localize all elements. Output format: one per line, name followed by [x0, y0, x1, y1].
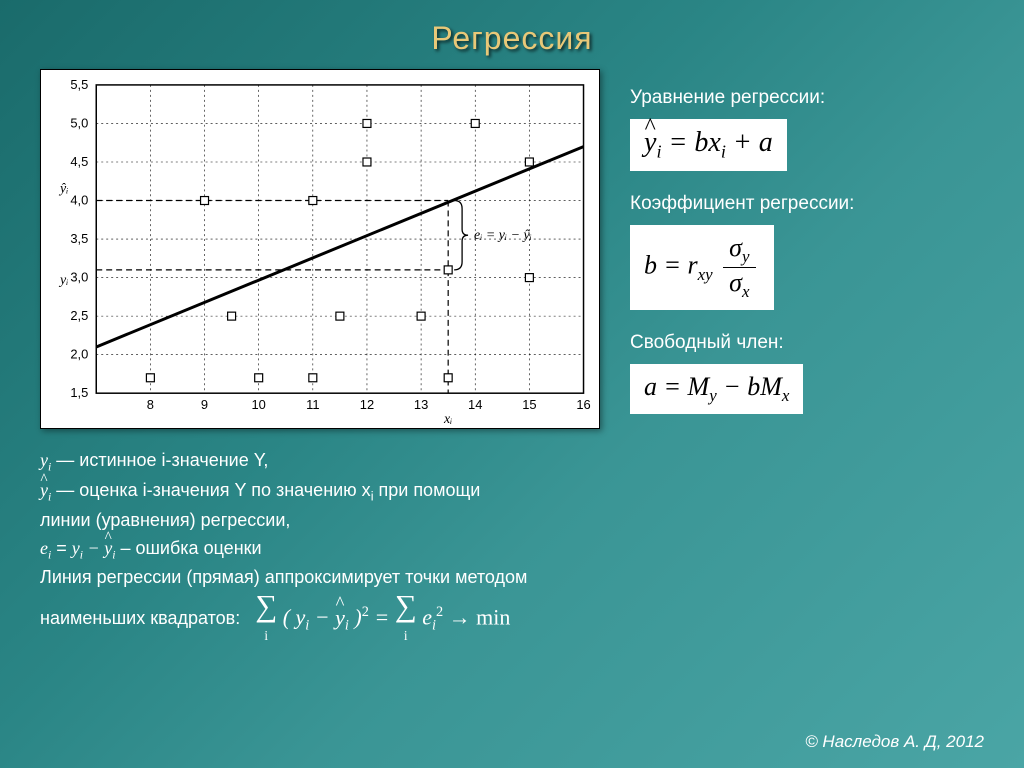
formula-column: Уравнение регрессии: yi = bxi + a Коэффи…: [630, 69, 984, 428]
slide: Регрессия 8 9 10 11 12 13 14 15 16 1,5 2,0 2,5 3,0 3,…: [0, 0, 1024, 768]
yi-symbol: yi: [40, 450, 51, 470]
ei-symbol: ei: [40, 538, 51, 558]
yi-hat-symbol: yi: [40, 480, 51, 500]
svg-text:13: 13: [414, 397, 428, 412]
svg-text:2,0: 2,0: [70, 347, 88, 362]
svg-text:16: 16: [576, 397, 590, 412]
top-row: 8 9 10 11 12 13 14 15 16 1,5 2,0 2,5 3,0 3,5 4,0 4,5 5,0…: [40, 69, 984, 429]
equation-formula: yi = bxi + a: [630, 119, 787, 171]
svg-text:ŷᵢ: ŷᵢ: [58, 182, 68, 197]
svg-text:eᵢ = yᵢ − ŷᵢ: eᵢ = yᵢ − ŷᵢ: [474, 228, 532, 243]
intercept-label: Свободный член:: [630, 332, 984, 354]
svg-text:5,0: 5,0: [70, 115, 88, 130]
coefficient-label: Коэффициент регрессии:: [630, 193, 984, 215]
svg-text:10: 10: [251, 397, 265, 412]
intercept-formula: a = My − bMx: [630, 364, 803, 414]
residual-expr: yi − yi: [72, 538, 116, 558]
svg-text:yᵢ: yᵢ: [58, 273, 68, 288]
svg-text:3,0: 3,0: [70, 270, 88, 285]
equation-label: Уравнение регрессии:: [630, 87, 984, 109]
svg-text:1,5: 1,5: [70, 385, 88, 400]
svg-text:11: 11: [306, 397, 319, 412]
svg-text:4,5: 4,5: [70, 154, 88, 169]
svg-text:4,0: 4,0: [70, 192, 88, 207]
svg-text:15: 15: [522, 397, 536, 412]
explanation-text: yi — истинное i-значение Y, yi — оценка …: [40, 447, 984, 647]
slide-title: Регрессия: [40, 20, 984, 57]
svg-text:8: 8: [147, 397, 154, 412]
svg-text:14: 14: [468, 397, 482, 412]
svg-text:2,5: 2,5: [70, 308, 88, 323]
svg-text:5,5: 5,5: [70, 77, 88, 92]
copyright-text: © Наследов А. Д, 2012: [805, 732, 984, 752]
svg-text:9: 9: [201, 397, 208, 412]
coefficient-formula: b = rxy σy σx: [630, 225, 774, 310]
svg-text:3,5: 3,5: [70, 231, 88, 246]
regression-chart: 8 9 10 11 12 13 14 15 16 1,5 2,0 2,5 3,0 3,5 4,0 4,5 5,0…: [40, 69, 600, 429]
least-squares-formula: ∑i ( yi − yi )2 = ∑i ei2 → min: [255, 592, 510, 647]
svg-text:12: 12: [360, 397, 374, 412]
svg-text:xᵢ: xᵢ: [443, 412, 452, 427]
